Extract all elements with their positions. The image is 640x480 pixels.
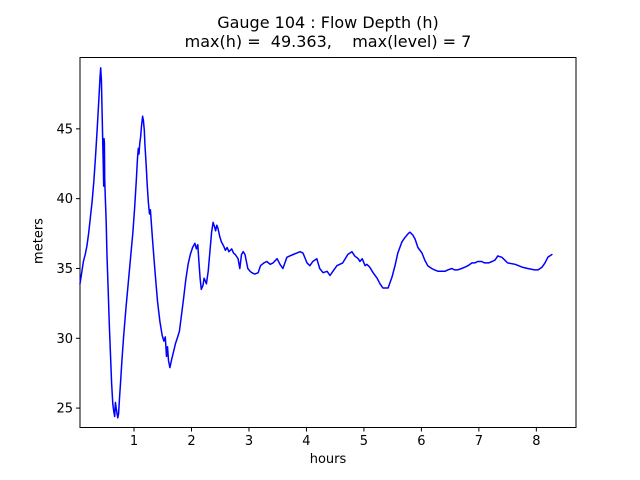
y-tick-label: 25 xyxy=(56,402,73,417)
x-tick-label: 4 xyxy=(302,434,310,449)
axes-box xyxy=(79,57,577,428)
y-tick-label: 35 xyxy=(56,262,73,277)
x-tick-label: 5 xyxy=(360,434,368,449)
y-tick-label: 45 xyxy=(56,122,73,137)
x-tick-label: 7 xyxy=(475,434,483,449)
chart-title-block: Gauge 104 : Flow Depth (h) max(h) = 49.3… xyxy=(80,13,576,51)
x-tick-label: 1 xyxy=(130,434,138,449)
y-tick-label: 40 xyxy=(56,192,73,207)
x-tick-label: 2 xyxy=(187,434,195,449)
chart-title: Gauge 104 : Flow Depth (h) xyxy=(217,13,439,32)
chart-subtitle: max(h) = 49.363, max(level) = 7 xyxy=(184,32,472,51)
flow-depth-line xyxy=(79,67,553,419)
x-tick-label: 8 xyxy=(532,434,540,449)
x-tick-label: 3 xyxy=(245,434,253,449)
x-axis-label: hours xyxy=(309,452,347,467)
x-tick-label: 6 xyxy=(417,434,425,449)
y-tick-label: 30 xyxy=(56,332,73,347)
